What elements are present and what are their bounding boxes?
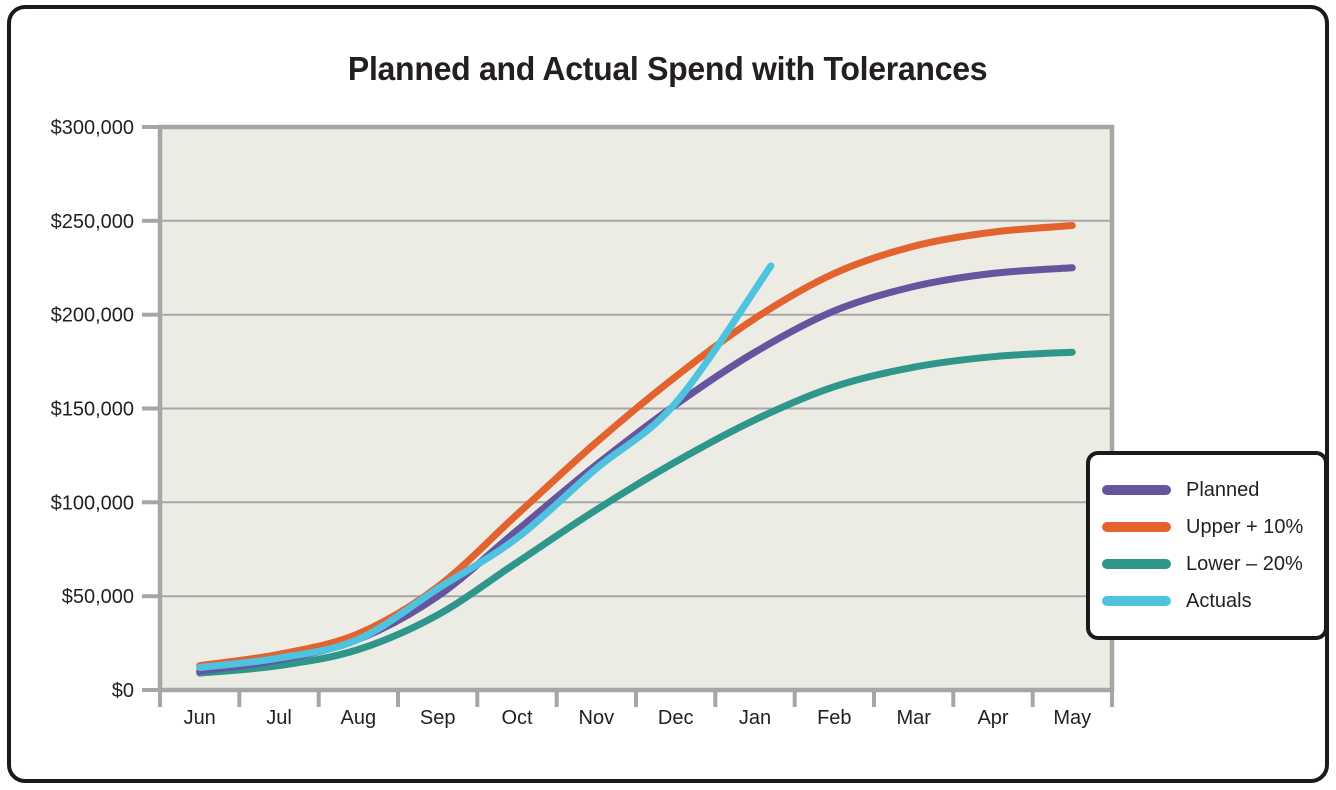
y-axis-label: $250,000 — [51, 211, 134, 233]
legend-label-upper: Upper + 10% — [1186, 515, 1304, 538]
x-axis-label: May — [1053, 707, 1091, 729]
legend: Planned Upper + 10% Lower – 20% Actuals — [1086, 451, 1328, 640]
legend-swatch-planned — [1102, 485, 1171, 495]
chart-title-text: Planned and Actual Spend with Tolerances — [348, 50, 988, 87]
series-line-upper-10 — [196, 222, 1076, 670]
y-axis-label: $200,000 — [51, 305, 134, 327]
series-line-lower-20 — [196, 348, 1076, 677]
plot-border — [157, 124, 1115, 693]
x-axis-label: Apr — [977, 707, 1008, 729]
legend-swatch-actuals — [1102, 596, 1171, 606]
series-line-actuals — [196, 262, 775, 671]
legend-label-lower: Lower – 20% — [1186, 552, 1303, 575]
y-axis-label: $150,000 — [51, 399, 134, 421]
legend-item-lower: Lower – 20% — [1102, 552, 1324, 575]
y-axis-label: $100,000 — [51, 492, 134, 514]
y-axis-label: $300,000 — [51, 117, 134, 139]
legend-item-actuals: Actuals — [1102, 589, 1324, 612]
x-axis-label: Aug — [341, 707, 377, 729]
x-axis-label: Nov — [579, 707, 615, 729]
x-axis-label: Sep — [420, 707, 456, 729]
legend-item-planned: Planned — [1102, 478, 1324, 501]
y-axis-label: $0 — [112, 680, 134, 702]
legend-item-upper: Upper + 10% — [1102, 515, 1324, 538]
legend-label-actuals: Actuals — [1186, 589, 1252, 612]
legend-label-planned: Planned — [1186, 478, 1260, 501]
chart-title: Planned and Actual Spend with Tolerances — [0, 50, 1336, 88]
x-axis-label: Mar — [896, 707, 931, 729]
x-axis-label: Jun — [184, 707, 216, 729]
x-axis-label: Feb — [817, 707, 851, 729]
x-axis-label: Jan — [739, 707, 771, 729]
x-axis-label: Dec — [658, 707, 694, 729]
y-axis-label: $50,000 — [62, 586, 134, 608]
x-axis-label: Jul — [266, 707, 292, 729]
x-axis-label: Oct — [501, 707, 533, 729]
legend-swatch-lower — [1102, 559, 1171, 569]
legend-swatch-upper — [1102, 522, 1171, 532]
